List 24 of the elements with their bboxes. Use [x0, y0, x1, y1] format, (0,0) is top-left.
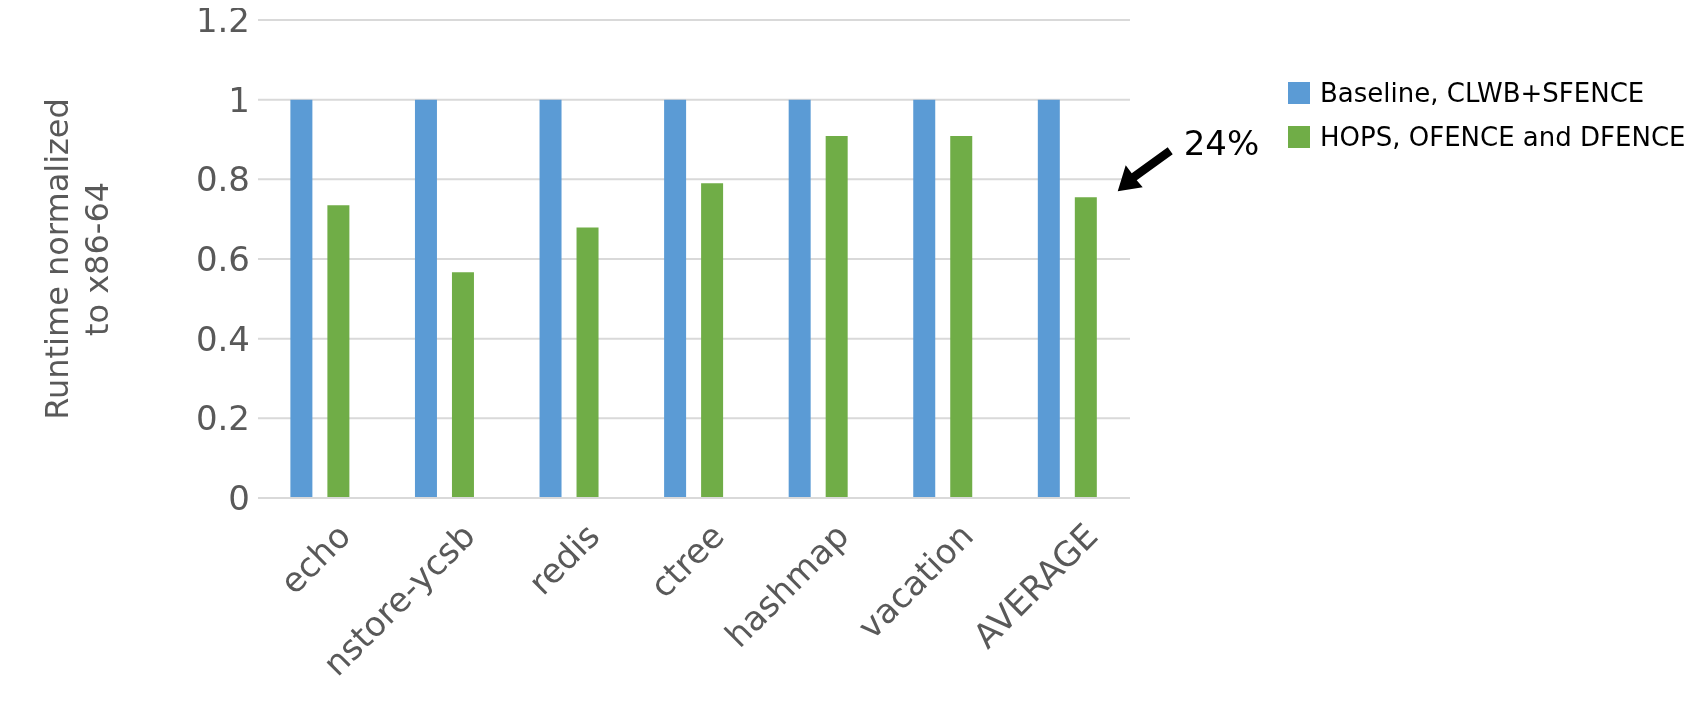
bar [539, 99, 562, 498]
bar [1037, 99, 1060, 498]
bar [576, 227, 599, 498]
bar [664, 99, 687, 498]
y-axis-title: Runtime normalized to x86-64 [38, 98, 116, 420]
bar [701, 183, 724, 498]
bar [290, 99, 313, 498]
y-tick-label: 0.4 [195, 318, 250, 359]
bar [327, 205, 350, 498]
bar [1074, 197, 1097, 498]
bar [451, 272, 474, 498]
bar [825, 135, 848, 498]
bar [788, 99, 811, 498]
bar [414, 99, 437, 498]
y-tick-label: 0.6 [195, 239, 250, 280]
bar [913, 99, 936, 498]
y-tick-label: 1 [228, 79, 250, 120]
bar [950, 135, 973, 498]
y-tick-label: 0.2 [195, 398, 250, 439]
legend-label: Baseline, CLWB+SFENCE [1320, 78, 1645, 108]
y-tick-label: 0 [228, 478, 250, 519]
y-tick-label: 0.8 [195, 159, 250, 200]
annotation: 24% [1183, 123, 1260, 164]
legend-label: HOPS, OFENCE and DFENCE [1320, 122, 1686, 152]
